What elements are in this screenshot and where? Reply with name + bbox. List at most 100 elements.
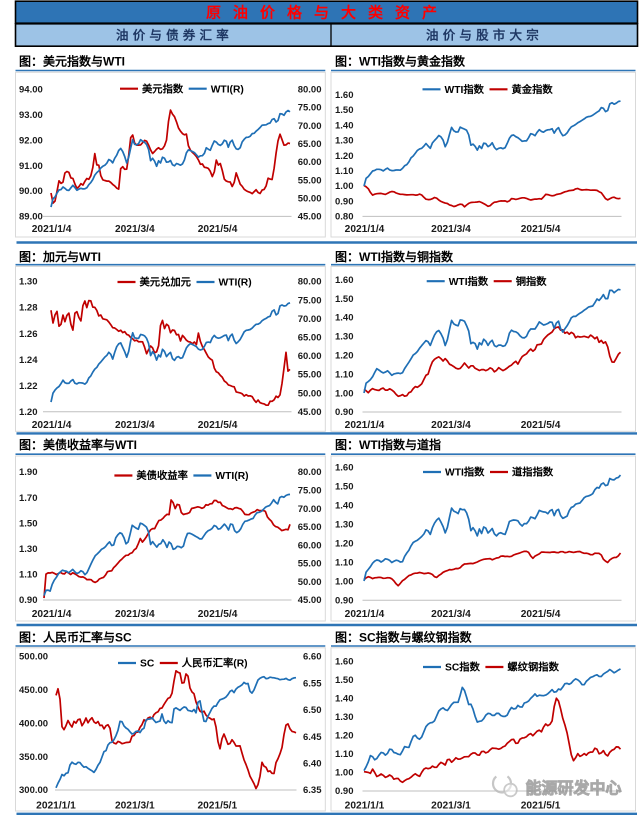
svg-text:2021/3/4: 2021/3/4: [431, 420, 471, 431]
svg-text:WTI指数: WTI指数: [445, 83, 485, 96]
svg-text:油价与股市大宗: 油价与股市大宗: [426, 28, 543, 43]
svg-text:铜指数: 铜指数: [516, 275, 548, 288]
svg-text:1.00: 1.00: [335, 388, 354, 399]
svg-text:图：SC指数与螺纹钢指数: 图：SC指数与螺纹钢指数: [335, 630, 473, 645]
svg-text:400.00: 400.00: [19, 719, 48, 730]
svg-text:黄金指数: 黄金指数: [512, 83, 554, 96]
svg-text:1.20: 1.20: [19, 407, 38, 418]
svg-text:450.00: 450.00: [19, 685, 48, 696]
svg-text:91.00: 91.00: [19, 161, 43, 172]
svg-text:2021/5/1: 2021/5/1: [197, 801, 237, 812]
svg-text:1.50: 1.50: [335, 675, 354, 686]
svg-text:6.35: 6.35: [303, 785, 322, 796]
svg-text:45.00: 45.00: [298, 212, 322, 223]
svg-text:0.80: 0.80: [335, 212, 354, 223]
svg-text:美元指数: 美元指数: [142, 82, 184, 95]
svg-text:2021/3/4: 2021/3/4: [115, 609, 155, 620]
svg-text:1.10: 1.10: [335, 749, 354, 760]
svg-text:1.30: 1.30: [335, 712, 354, 723]
svg-text:500.00: 500.00: [19, 652, 48, 663]
svg-text:1.50: 1.50: [335, 105, 354, 116]
svg-text:50.00: 50.00: [298, 194, 322, 205]
svg-text:1.20: 1.20: [335, 731, 354, 742]
svg-text:图：WTI指数与道指: 图：WTI指数与道指: [335, 437, 441, 452]
svg-text:图：美元指数与WTI: 图：美元指数与WTI: [19, 54, 125, 69]
svg-text:93.00: 93.00: [19, 110, 43, 121]
svg-text:60.00: 60.00: [298, 540, 322, 551]
svg-text:1.60: 1.60: [335, 275, 354, 286]
svg-text:55.00: 55.00: [298, 370, 322, 381]
svg-text:道指指数: 道指指数: [512, 466, 554, 479]
svg-text:60.00: 60.00: [298, 351, 322, 362]
svg-text:1.30: 1.30: [19, 544, 38, 555]
svg-text:1.10: 1.10: [335, 166, 354, 177]
svg-text:1.50: 1.50: [335, 482, 354, 493]
svg-text:2021/3/1: 2021/3/1: [431, 801, 471, 812]
svg-text:2021/1/4: 2021/1/4: [345, 609, 385, 620]
svg-text:70.00: 70.00: [298, 121, 322, 132]
svg-text:65.00: 65.00: [298, 522, 322, 533]
svg-text:图：美债收益率与WTI: 图：美债收益率与WTI: [19, 437, 137, 452]
svg-text:6.50: 6.50: [303, 705, 322, 716]
svg-text:1.40: 1.40: [335, 501, 354, 512]
svg-text:图：加元与WTI: 图：加元与WTI: [19, 249, 101, 264]
svg-text:1.40: 1.40: [335, 313, 354, 324]
svg-text:1.40: 1.40: [335, 120, 354, 131]
svg-text:1.30: 1.30: [19, 277, 38, 288]
svg-text:2021/1/1: 2021/1/1: [36, 801, 76, 812]
svg-text:能源研发中心: 能源研发中心: [526, 779, 622, 798]
svg-text:2021/3/4: 2021/3/4: [431, 224, 471, 235]
svg-text:75.00: 75.00: [298, 103, 322, 114]
svg-text:WTI(R): WTI(R): [211, 84, 244, 95]
svg-text:1.24: 1.24: [19, 355, 38, 366]
svg-text:1.50: 1.50: [335, 294, 354, 305]
svg-text:美元兑加元: 美元兑加元: [140, 276, 192, 289]
svg-text:2021/1/4: 2021/1/4: [32, 224, 72, 235]
svg-text:89.00: 89.00: [19, 212, 43, 223]
svg-text:0.90: 0.90: [19, 595, 38, 606]
svg-text:1.20: 1.20: [335, 351, 354, 362]
svg-text:WTI指数: WTI指数: [445, 466, 485, 479]
svg-text:图：WTI指数与黄金指数: 图：WTI指数与黄金指数: [335, 54, 466, 69]
svg-text:1.28: 1.28: [19, 303, 38, 314]
svg-text:SC: SC: [140, 659, 155, 670]
svg-text:2021/3/1: 2021/3/1: [115, 801, 155, 812]
svg-text:2021/1/1: 2021/1/1: [345, 801, 385, 812]
svg-text:1.70: 1.70: [19, 493, 38, 504]
svg-text:2021/5/4: 2021/5/4: [521, 224, 561, 235]
svg-text:2021/3/4: 2021/3/4: [115, 420, 155, 431]
svg-text:80.00: 80.00: [298, 277, 322, 288]
svg-text:2021/5/4: 2021/5/4: [198, 224, 238, 235]
svg-text:45.00: 45.00: [298, 407, 322, 418]
svg-text:0.90: 0.90: [335, 407, 354, 418]
svg-text:1.20: 1.20: [335, 151, 354, 162]
svg-text:1.60: 1.60: [335, 90, 354, 101]
svg-text:1.10: 1.10: [335, 369, 354, 380]
svg-text:1.00: 1.00: [335, 577, 354, 588]
svg-text:1.20: 1.20: [335, 539, 354, 550]
svg-text:92.00: 92.00: [19, 135, 43, 146]
svg-text:原油价格与大类资产: 原油价格与大类资产: [206, 4, 449, 22]
svg-text:350.00: 350.00: [19, 752, 48, 763]
svg-text:SC指数: SC指数: [445, 661, 481, 674]
svg-text:1.00: 1.00: [335, 768, 354, 779]
svg-text:1.90: 1.90: [19, 467, 38, 478]
svg-text:6.40: 6.40: [303, 759, 322, 770]
svg-text:2021/1/4: 2021/1/4: [32, 420, 72, 431]
svg-text:55.00: 55.00: [298, 559, 322, 570]
svg-text:50.00: 50.00: [298, 388, 322, 399]
svg-text:6.45: 6.45: [303, 732, 322, 743]
svg-text:70.00: 70.00: [298, 504, 322, 515]
svg-text:80.00: 80.00: [298, 467, 322, 478]
svg-text:美债收益率: 美债收益率: [136, 469, 187, 482]
svg-text:1.30: 1.30: [335, 520, 354, 531]
svg-text:80.00: 80.00: [298, 85, 322, 96]
svg-text:1.10: 1.10: [19, 570, 38, 581]
svg-text:1.30: 1.30: [335, 332, 354, 343]
svg-text:1.22: 1.22: [19, 381, 38, 392]
svg-text:0.90: 0.90: [335, 596, 354, 607]
svg-text:1.10: 1.10: [335, 558, 354, 569]
svg-text:WTI(R): WTI(R): [219, 278, 252, 289]
svg-text:65.00: 65.00: [298, 139, 322, 150]
svg-text:300.00: 300.00: [19, 785, 48, 796]
